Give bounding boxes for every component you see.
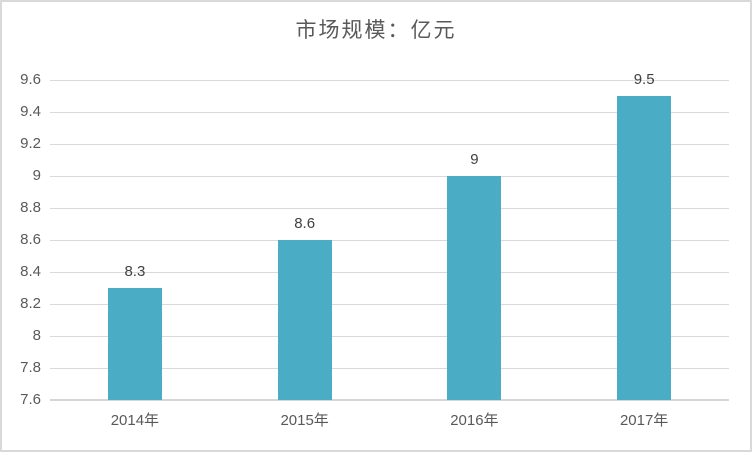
gridline	[50, 272, 729, 273]
y-axis-tick-label: 9.2	[20, 135, 41, 152]
gridline	[50, 336, 729, 337]
bar	[277, 240, 332, 400]
y-axis-tick-label: 9.6	[20, 71, 41, 88]
x-axis-line	[50, 399, 729, 401]
bar-data-label: 8.6	[294, 215, 316, 232]
x-axis-tick-label: 2015年	[280, 412, 329, 429]
bar	[447, 176, 502, 400]
gridline	[50, 368, 729, 369]
bar	[107, 288, 162, 400]
y-axis-tick-label: 8.8	[20, 199, 41, 216]
gridline	[50, 176, 729, 177]
bar-data-label: 9	[470, 151, 479, 168]
y-axis-tick-label: 8	[32, 327, 41, 344]
y-axis-tick-label: 8.4	[20, 263, 41, 280]
y-axis-tick-label: 8.2	[20, 295, 41, 312]
chart-title: 市场规模：亿元	[295, 19, 457, 42]
gridline	[50, 208, 729, 209]
gridline	[50, 112, 729, 113]
y-axis-tick-label: 9.4	[20, 103, 41, 120]
gridline	[50, 144, 729, 145]
y-axis-tick-label: 7.8	[20, 359, 41, 376]
y-axis-tick-label: 9	[32, 167, 41, 184]
y-axis-tick-label: 8.6	[20, 231, 41, 248]
x-axis-tick-label: 2016年	[450, 412, 499, 429]
gridline	[50, 240, 729, 241]
y-axis-tick-label: 7.6	[20, 391, 41, 408]
gridline	[50, 80, 729, 81]
bar	[617, 96, 672, 400]
bar-data-label: 8.3	[124, 263, 146, 280]
x-axis-tick-label: 2017年	[619, 412, 669, 429]
gridline	[50, 304, 729, 305]
bar-data-label: 9.5	[633, 71, 655, 88]
x-axis-tick-label: 2014年	[110, 412, 160, 429]
